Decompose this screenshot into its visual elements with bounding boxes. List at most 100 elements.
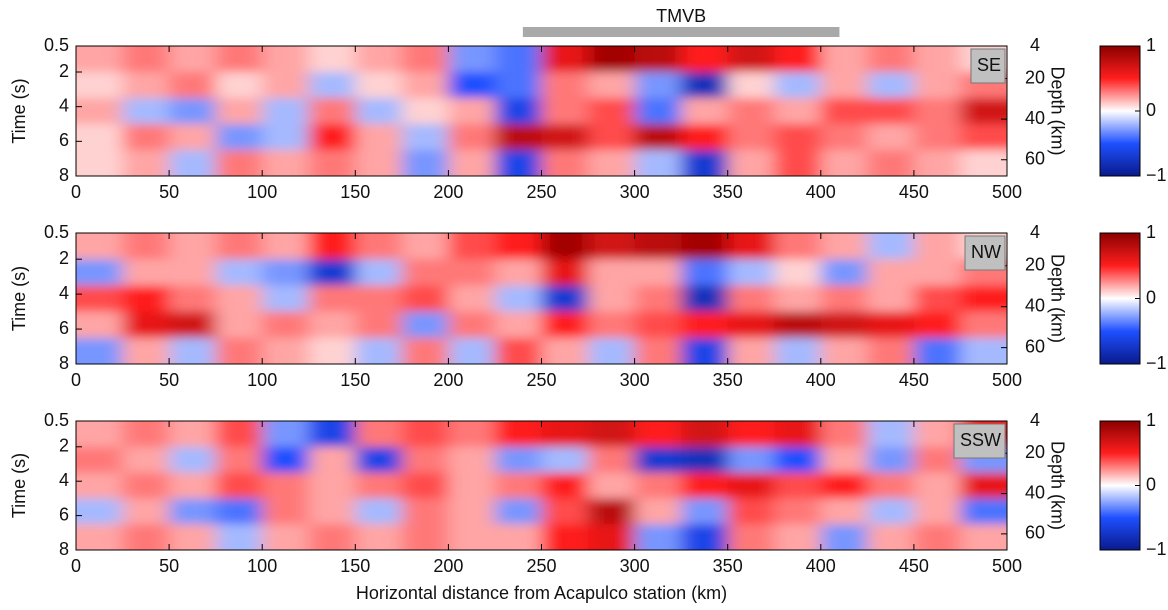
y-tick-label: 4 (59, 95, 69, 115)
cell (541, 311, 589, 339)
cell (867, 150, 915, 176)
cell (169, 498, 217, 525)
cell (355, 46, 403, 73)
cell (820, 446, 868, 474)
cell (401, 46, 449, 73)
cell (774, 337, 822, 364)
cell (820, 337, 868, 364)
cell (960, 150, 1007, 176)
colorbar (1099, 420, 1141, 551)
x-tick-label: 300 (620, 556, 650, 576)
cell (76, 524, 124, 550)
cell (634, 498, 682, 525)
y-tick-label: 2 (59, 436, 69, 456)
cell (308, 124, 356, 151)
cell (588, 98, 636, 125)
cell (215, 150, 263, 176)
cell (401, 472, 449, 499)
y-tick-label: 0.5 (44, 35, 69, 55)
cell (448, 337, 496, 364)
colorbar-tick-label: 1 (1146, 222, 1156, 242)
cell (867, 472, 915, 499)
y-axis-label: Time (s) (9, 453, 29, 518)
y-tick-label: 4 (59, 283, 69, 303)
cell (960, 337, 1007, 364)
cell (169, 446, 217, 474)
cell (867, 446, 915, 474)
cell (76, 46, 124, 73)
cell (262, 46, 310, 73)
y2-tick-label: 40 (1025, 108, 1045, 128)
cell (76, 124, 124, 151)
cell (448, 259, 496, 286)
cell (960, 524, 1007, 550)
cell (308, 72, 356, 99)
x-tick-label: 50 (159, 370, 179, 390)
cell (820, 124, 868, 151)
x-tick-label: 0 (71, 370, 81, 390)
cell (215, 46, 263, 73)
cell (448, 72, 496, 99)
cell (448, 446, 496, 474)
cell (448, 498, 496, 525)
cell (448, 421, 496, 448)
cell (867, 46, 915, 73)
cell (820, 472, 868, 499)
label-box (970, 48, 1006, 84)
x-tick-label: 500 (992, 370, 1022, 390)
x-tick-label: 350 (713, 370, 743, 390)
heatmap (76, 233, 1007, 364)
cell (355, 446, 403, 474)
cell (820, 72, 868, 99)
cell (913, 150, 961, 176)
cell (867, 337, 915, 364)
cell (169, 524, 217, 550)
colorbar-tick-label: 0 (1146, 474, 1156, 494)
y-tick-label: 8 (59, 539, 69, 559)
cell (262, 98, 310, 125)
cell (169, 46, 217, 73)
cell (308, 472, 356, 499)
cell (169, 285, 217, 313)
cell (262, 524, 310, 550)
cell (681, 233, 729, 260)
cell (727, 498, 775, 525)
x-tick-label: 0 (71, 556, 81, 576)
cell (401, 498, 449, 525)
cell (634, 98, 682, 125)
cell (727, 311, 775, 339)
cell (727, 472, 775, 499)
image-area (76, 46, 1007, 176)
cell (448, 46, 496, 73)
cell (122, 498, 170, 525)
cell (494, 124, 542, 151)
cell (820, 421, 868, 448)
cell (215, 285, 263, 313)
cell (262, 233, 310, 260)
cell (681, 72, 729, 99)
x-tick-label: 250 (526, 182, 556, 202)
cell (727, 421, 775, 448)
cell (494, 285, 542, 313)
x-tick-label: 150 (340, 182, 370, 202)
colorbar (1099, 232, 1141, 365)
cell (262, 446, 310, 474)
cell (401, 259, 449, 286)
cell (727, 98, 775, 125)
cell (308, 285, 356, 313)
cell (494, 446, 542, 474)
cell (820, 233, 868, 260)
annotation-bar (522, 27, 840, 37)
cell (541, 421, 589, 448)
cell (448, 311, 496, 339)
label-box (964, 235, 1006, 271)
cell (913, 98, 961, 125)
cell (681, 98, 729, 125)
cell (820, 150, 868, 176)
cell (867, 421, 915, 448)
y-axis-label: Time (s) (9, 266, 29, 331)
cell (681, 446, 729, 474)
cell (308, 446, 356, 474)
cell (634, 337, 682, 364)
cell (355, 233, 403, 260)
